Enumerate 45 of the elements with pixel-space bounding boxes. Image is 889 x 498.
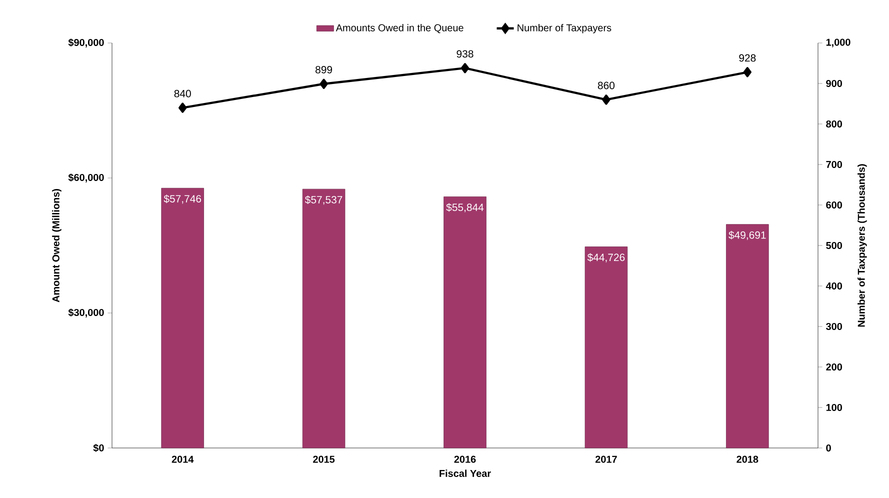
- y-tick-label: $30,000: [68, 308, 104, 318]
- data-label: $44,726: [587, 253, 625, 262]
- point: [320, 78, 328, 89]
- x-tick-label: 2017: [595, 456, 617, 463]
- bar: [302, 188, 346, 448]
- legend-label: Amounts Owed in the Queue: [336, 24, 464, 34]
- y2-tick-label: 0: [826, 444, 831, 452]
- data-label: 938: [456, 50, 474, 58]
- y2-tick-label: 100: [826, 404, 842, 412]
- x-tick-label: 2016: [454, 456, 476, 463]
- bar: [161, 188, 204, 448]
- y2-tick-label: 700: [826, 160, 842, 168]
- y-tick-label: $90,000: [68, 38, 104, 48]
- data-label: 928: [739, 54, 756, 62]
- point: [460, 63, 470, 74]
- y2-tick-label: 400: [826, 282, 842, 290]
- x-tick-label: 2015: [313, 456, 335, 463]
- y-tick-label: $60,000: [68, 174, 104, 182]
- bar: [584, 246, 628, 448]
- data-label: $57,537: [305, 196, 342, 205]
- y2-tick-label: 800: [826, 120, 842, 128]
- data-label: 860: [598, 82, 615, 90]
- data-label: $57,746: [164, 194, 202, 204]
- point: [602, 94, 610, 105]
- point: [178, 102, 187, 113]
- y2-tick-label: 300: [826, 322, 842, 330]
- y2-tick-label: 500: [826, 242, 842, 250]
- y2-axis-title: Number of Taxpayers (Thousands): [858, 164, 867, 327]
- data-label: $49,691: [728, 230, 766, 240]
- y-axis-title: Amount Owed (Millions): [52, 188, 62, 302]
- x-axis-title: Fiscal Year: [440, 470, 491, 477]
- x-tick-label: 2018: [736, 456, 758, 463]
- y-tick-label: $0: [93, 444, 104, 452]
- legend-label: Number of Taxpayers: [518, 24, 612, 34]
- data-label: $55,844: [446, 203, 484, 212]
- x-tick-label: 2014: [172, 456, 194, 463]
- point: [743, 67, 752, 78]
- y2-tick-label: 600: [826, 201, 842, 209]
- y2-tick-label: 200: [826, 363, 842, 371]
- data-label: 899: [316, 66, 332, 74]
- data-label: 840: [174, 90, 191, 98]
- bar: [726, 224, 769, 448]
- y2-tick-label: 1,000: [826, 38, 850, 48]
- y2-tick-label: 900: [826, 80, 842, 88]
- bar: [444, 196, 486, 448]
